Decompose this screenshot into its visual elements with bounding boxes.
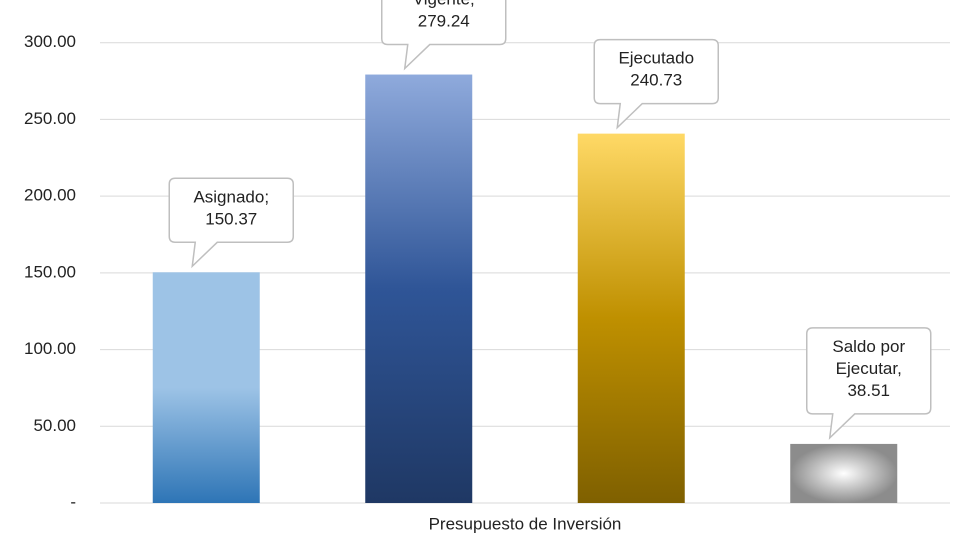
callout (381, 0, 507, 71)
data-label-line: Saldo por (832, 337, 905, 356)
data-label-line: Vigente; (413, 0, 475, 9)
data-label: Saldo por Ejecutar, 38.51 (832, 337, 905, 400)
callout (806, 327, 932, 440)
bar: Vigente (365, 74, 473, 503)
y-tick-label: 50.00 (33, 416, 76, 435)
data-label-line: 240.73 (630, 71, 682, 90)
y-tick-label: 250.00 (24, 109, 76, 128)
x-tick-label: Presupuesto de Inversión (429, 514, 622, 533)
y-tick-label: 150.00 (24, 262, 76, 281)
callout (168, 177, 294, 269)
y-tick-label: 100.00 (24, 339, 76, 358)
data-label-line: Ejecutado (618, 49, 694, 68)
data-label-line: 150.37 (205, 210, 257, 229)
callout (593, 38, 719, 130)
bar: Asignado (152, 272, 260, 503)
data-label-line: Asignado; (193, 188, 269, 207)
data-label: Ejecutado 240.73 (618, 49, 694, 90)
y-tick-label: 300.00 (24, 32, 76, 51)
data-label-line: Ejecutar, (836, 359, 902, 378)
bar: Ejecutado (577, 133, 685, 503)
data-label-line: 38.51 (847, 381, 890, 400)
data-label: Vigente; 279.24 (413, 0, 475, 31)
y-tick-label: 200.00 (24, 186, 76, 205)
bar: Saldo por Ejecutar (790, 443, 898, 503)
data-label-line: 279.24 (418, 12, 470, 31)
data-label: Asignado; 150.37 (193, 188, 269, 229)
y-tick-label: - (70, 492, 76, 511)
